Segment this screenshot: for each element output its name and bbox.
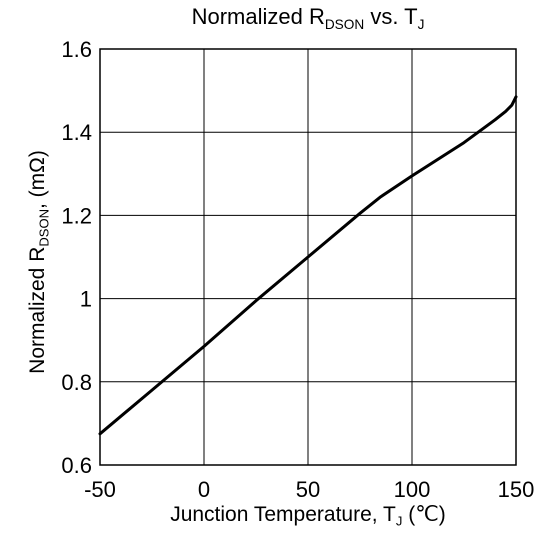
y-tick-label: 1.6 [61, 37, 92, 62]
chart-title: Normalized RDSON vs. TJ [191, 4, 425, 32]
series-line [98, 95, 518, 436]
x-tick-label: 100 [394, 477, 431, 502]
y-tick-label: 0.6 [61, 453, 92, 478]
x-tick-label: 50 [296, 477, 320, 502]
x-tick-label: -50 [84, 477, 116, 502]
plot-frame [99, 48, 517, 466]
y-tick-label: 1.4 [61, 120, 92, 145]
y-tick-label: 0.8 [61, 370, 92, 395]
y-tick-label: 1.2 [61, 203, 92, 228]
x-tick-label: 150 [498, 477, 535, 502]
y-tick-label: 1 [80, 287, 92, 312]
x-axis-label: Junction Temperature, TJ (℃) [170, 503, 446, 529]
x-tick-label: 0 [198, 477, 210, 502]
y-axis-label: Normalized RDSON, (mΩ) [26, 150, 52, 374]
